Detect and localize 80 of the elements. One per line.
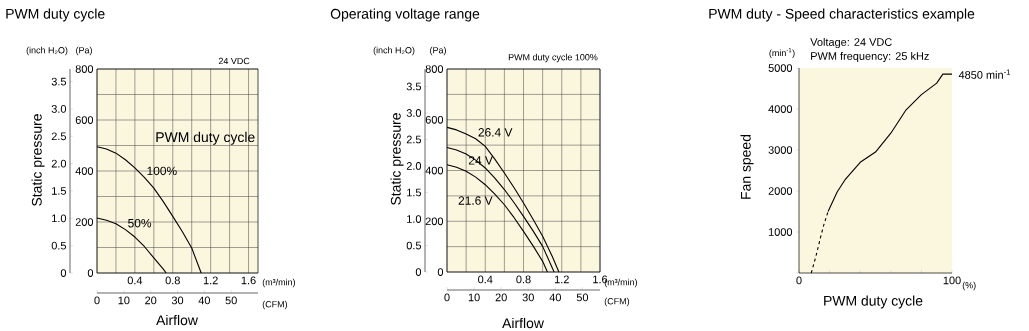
y2-tick-label: 0 [437,268,444,276]
x-axis-title: Airflow [502,317,544,329]
x-tick-label: 1.2 [554,275,569,284]
x2-tick-label: 30 [171,296,184,305]
x-tick-label: 1.2 [203,276,218,285]
y-tick-label: 1.0 [52,214,67,223]
series-label: 26.4 V [478,128,513,137]
y2-tick-label: 800 [75,65,94,73]
y2-tick-label: 200 [75,218,94,226]
x2-tick-label: 0 [94,296,100,305]
y-tick-label: 2.5 [51,132,67,141]
y-tick-label: 2.5 [406,135,422,144]
series-label: 50% [128,218,152,228]
x-axis-title: PWM duty cycle [824,295,923,309]
x-tick-label: 100 [943,276,961,285]
series-label: 21.6 V [458,196,493,205]
y2-tick-label: 0 [87,269,94,277]
y-tick-label: 0.5 [406,241,422,250]
y-tick-label: 4000 [768,105,793,113]
text: PWM frequency: 25 kHz [811,51,929,63]
y-tick-label: 1.5 [52,187,67,195]
x2-tick-label: 10 [468,293,480,302]
x2-tick-label: 50 [576,293,589,302]
annotation: 4850 min$^{-1}$ [958,69,1011,79]
x2-tick-label: 30 [522,293,534,302]
x2-axis-title: (CFM) [262,300,288,310]
text: Voltage: 24 VDC [810,37,892,49]
y2-axis-title: (Pa) [76,46,92,56]
chart-title: Operating voltage range [330,8,480,22]
y2-tick-label: 800 [425,65,444,73]
x2-axis-title: (CFM) [604,297,630,307]
y-tick-label: 3.5 [51,77,67,86]
x-tick-label: 0.8 [516,275,531,284]
y-tick-label: 0.5 [51,241,67,250]
x-tick-label: 1.6 [241,276,256,285]
text: 24 VDC [218,57,250,65]
x2-tick-label: 20 [495,293,507,302]
x-tick-label: 0.8 [165,276,180,285]
text: PWM duty cycle 100% [508,53,598,63]
y-axis-title: Static pressure [390,113,404,205]
x2-tick-label: 40 [549,293,561,302]
chart-title: PWM duty - Speed characteristics example [709,8,975,22]
x2-tick-label: 10 [118,296,130,305]
legend-title: PWM duty cycle [156,131,255,145]
y-tick-label: 1.5 [407,188,422,197]
y2-axis-title: (Pa) [430,46,446,56]
text: (m³/min) [262,278,296,288]
y-axis-title: Fan speed [740,134,754,199]
x2-tick-label: 50 [225,296,237,305]
y-tick-label: 1000 [768,228,793,236]
y2-tick-label: 200 [425,217,444,226]
text: (min$^{-1}$) [769,48,795,58]
text: (%) [962,281,976,291]
y2-tick-label: 600 [75,116,94,124]
x-axis-title: Airflow [156,314,198,326]
y-tick-label: 2.0 [51,159,67,168]
text: (inch H₂O) [373,46,415,56]
y-tick-label: 3.0 [51,105,67,113]
x2-tick-label: 20 [145,296,157,305]
y2-tick-label: 600 [425,115,444,124]
y-tick-label: 2000 [768,187,793,195]
x-tick-label: 0.4 [127,276,143,285]
y2-tick-label: 400 [75,167,94,175]
x2-tick-label: 40 [198,296,210,305]
y-tick-label: 3.0 [406,109,422,117]
y-tick-label: 3000 [768,146,793,154]
series-label: 100% [147,166,177,176]
y-tick-label: 2.0 [406,162,422,170]
y-tick-label: 0 [60,269,67,277]
y-tick-label: 5000 [768,64,793,72]
chart-title: PWM duty cycle [6,8,105,22]
y-tick-label: 0 [415,268,422,276]
y-axis-title: Static pressure [31,114,45,206]
y-tick-label: 1.0 [407,215,422,223]
x-tick-label: 0 [796,276,802,285]
y-tick-label: 3.5 [406,82,422,91]
x2-tick-label: 0 [444,293,450,302]
text: (inch H₂O) [26,46,68,56]
x-tick-label: 0.4 [478,275,493,284]
y2-tick-label: 400 [425,166,444,175]
